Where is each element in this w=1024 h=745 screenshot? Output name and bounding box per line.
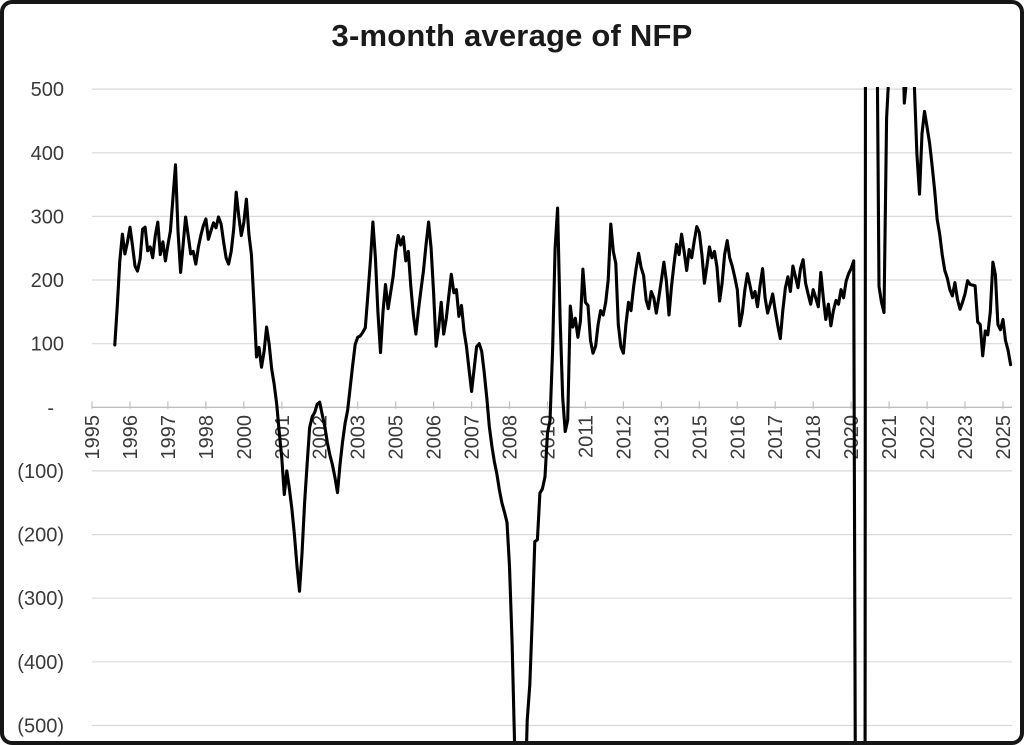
- x-axis-label: 2005: [386, 415, 408, 460]
- x-axis-label: 2021: [879, 415, 901, 460]
- data-series: [113, 87, 1013, 741]
- y-axis-label: (200): [17, 525, 64, 547]
- x-axis-label: 2006: [424, 415, 446, 460]
- y-axis-label: (500): [17, 716, 64, 738]
- x-axis-labels: 1995 1996 1997 1998 2000 2001 2002 2003 2005 2006…: [82, 415, 1015, 460]
- y-axis-label: (300): [17, 588, 64, 610]
- x-axis-label: 2022: [917, 415, 939, 460]
- x-axis-label: 2007: [462, 415, 484, 460]
- chart-title: 3-month average of NFP: [331, 18, 693, 53]
- y-axis-label: 300: [31, 206, 64, 228]
- x-axis-label: 2018: [803, 415, 825, 460]
- x-axis-label: 2016: [727, 415, 749, 460]
- x-axis-label: 2008: [500, 415, 522, 460]
- x-axis-label: 2013: [651, 415, 673, 460]
- nfp-line-chart: 500 400 300 200 100 - (100) (200) (300) (400) (500…: [17, 79, 1015, 741]
- x-axis-label: 1998: [196, 415, 218, 460]
- x-axis-label: 2017: [765, 415, 787, 460]
- x-axis-label: 2015: [689, 415, 711, 460]
- x-axis-label: 1995: [82, 415, 104, 460]
- y-axis-labels: 500 400 300 200 100 - (100) (200) (300) (400) (500…: [17, 79, 64, 737]
- x-axis-label: 2003: [348, 415, 370, 460]
- x-axis-label: 2000: [234, 415, 256, 460]
- y-axis-label: (400): [17, 652, 64, 674]
- x-axis-label: 2025: [993, 415, 1015, 460]
- y-axis-label: 500: [31, 79, 64, 101]
- x-axis-label: 1997: [158, 415, 180, 460]
- x-axis-label: 1996: [120, 415, 142, 460]
- x-axis-label: 2011: [575, 415, 597, 458]
- x-axis-label: 2012: [613, 415, 635, 460]
- y-axis-label: 400: [31, 143, 64, 165]
- nfp-data-line: [113, 87, 1013, 741]
- y-axis-label: 100: [31, 334, 64, 356]
- x-axis-label: 2020: [841, 415, 863, 460]
- y-axis-label: 200: [31, 270, 64, 292]
- x-axis-label: 2023: [955, 415, 977, 460]
- y-axis-label: -: [47, 397, 54, 419]
- y-axis-label: (100): [17, 461, 64, 483]
